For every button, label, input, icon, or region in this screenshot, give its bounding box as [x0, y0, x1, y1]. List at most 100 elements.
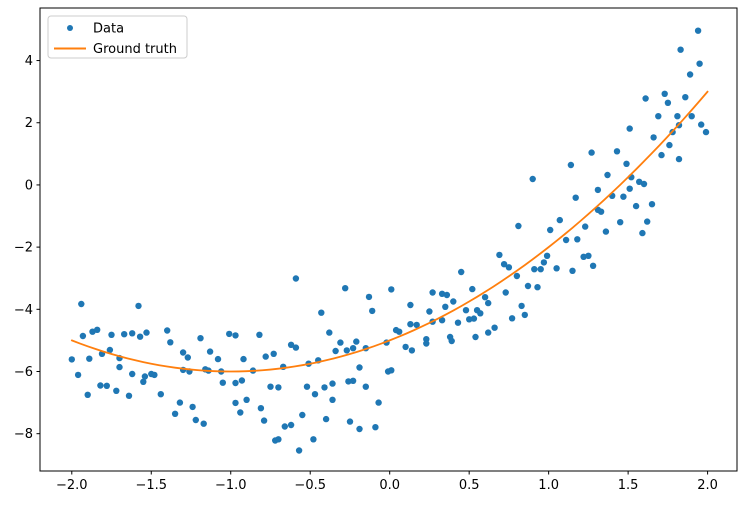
data-point — [113, 387, 120, 394]
x-axis: −2.0 −1.5 −1.0 −0.5 0.0 0.5 1.0 1.5 2.0 — [56, 471, 718, 493]
data-point — [534, 284, 541, 291]
data-point — [639, 229, 646, 237]
data-point — [604, 171, 611, 179]
data-point — [318, 309, 325, 316]
data-point — [585, 252, 592, 259]
data-point — [642, 95, 649, 102]
data-point — [505, 264, 513, 271]
data-point — [454, 319, 462, 326]
ground-truth-curve — [70, 90, 709, 373]
data-point — [602, 228, 610, 235]
data-point — [129, 370, 136, 378]
data-point — [167, 339, 174, 346]
data-point — [151, 371, 158, 379]
x-tick-label: 0.0 — [379, 478, 400, 493]
data-point — [688, 113, 695, 120]
data-point — [572, 194, 579, 201]
data-point — [232, 379, 239, 387]
data-point — [240, 355, 247, 363]
y-tick-label: −2 — [14, 241, 33, 256]
data-point — [438, 290, 446, 297]
y-tick-label: −8 — [14, 427, 33, 442]
data-point — [106, 346, 114, 354]
data-point — [674, 113, 681, 120]
data-point — [141, 373, 149, 380]
data-point — [529, 175, 536, 183]
data-point — [472, 333, 479, 341]
data-point — [303, 383, 311, 390]
x-tick-label: −0.5 — [294, 478, 326, 493]
data-point — [466, 316, 473, 323]
data-point — [329, 380, 336, 387]
data-point — [491, 324, 498, 331]
data-point — [664, 99, 672, 107]
data-point — [125, 392, 133, 399]
axes-spines — [39, 7, 738, 472]
y-tick-label: −6 — [14, 365, 33, 380]
data-point — [626, 125, 633, 132]
x-tick-label: −2.0 — [56, 478, 88, 493]
y-tick-label: −4 — [14, 303, 33, 318]
y-tick-label: 0 — [25, 178, 33, 193]
data-point — [407, 301, 414, 309]
data-series-scatter — [68, 27, 710, 454]
data-point — [349, 345, 357, 352]
data-point — [694, 27, 702, 34]
data-point — [179, 349, 187, 356]
legend-label-data: Data — [93, 22, 124, 37]
data-point — [200, 420, 207, 427]
data-point — [696, 60, 703, 67]
data-point — [157, 391, 164, 398]
x-tick-label: 1.0 — [538, 478, 559, 493]
data-point — [369, 307, 376, 315]
data-point — [485, 299, 492, 307]
data-point — [626, 185, 633, 192]
data-point — [295, 447, 303, 454]
data-point — [496, 251, 503, 259]
data-point — [540, 259, 548, 266]
data-point — [597, 208, 605, 215]
data-point — [481, 294, 489, 301]
data-point — [257, 405, 265, 412]
data-point — [661, 90, 668, 98]
data-point — [675, 155, 683, 163]
data-point — [580, 253, 587, 260]
data-point — [574, 236, 581, 243]
data-point — [329, 396, 336, 403]
data-point — [562, 236, 570, 244]
legend: Data Ground truth — [47, 15, 188, 59]
data-point — [337, 339, 344, 346]
data-point — [531, 266, 538, 273]
data-point — [116, 363, 123, 371]
data-point — [74, 371, 82, 379]
data-point — [442, 303, 449, 310]
data-point — [429, 289, 436, 296]
data-point — [121, 331, 128, 338]
data-point — [458, 268, 465, 276]
data-point — [521, 311, 528, 319]
data-point — [623, 160, 630, 167]
data-point — [322, 415, 330, 423]
data-point — [135, 302, 142, 310]
data-point — [299, 411, 306, 419]
data-point — [413, 321, 420, 329]
data-point — [613, 148, 621, 155]
data-point — [292, 275, 300, 282]
data-point — [582, 223, 589, 230]
data-point — [537, 266, 544, 273]
data-point — [702, 128, 710, 136]
data-point — [310, 436, 317, 443]
data-point — [589, 262, 597, 269]
data-point — [556, 216, 563, 224]
data-point — [470, 315, 478, 322]
legend-label-ground-truth: Ground truth — [93, 42, 177, 57]
data-point — [502, 289, 509, 296]
data-point — [686, 71, 694, 78]
data-point — [485, 329, 492, 336]
data-point — [143, 329, 150, 336]
x-tick-label: −1.5 — [135, 478, 167, 493]
data-point — [287, 341, 295, 348]
y-axis: −8 −6 −4 −2 0 2 4 — [14, 54, 40, 442]
data-point — [388, 367, 395, 374]
